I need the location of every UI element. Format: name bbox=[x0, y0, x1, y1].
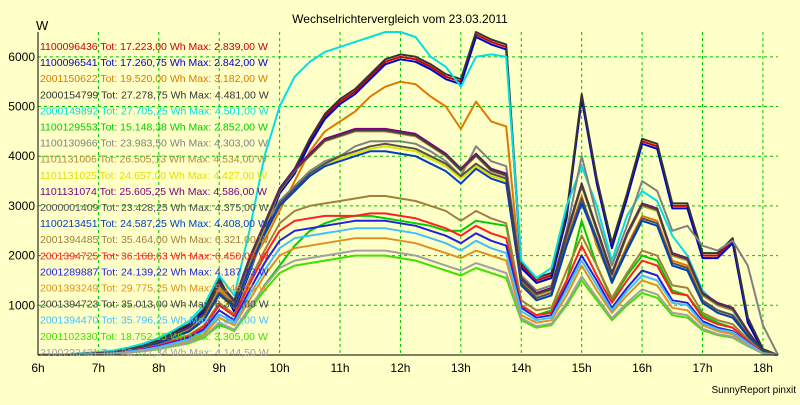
legend-entry: 1101131074 Tot: 25.605,25 Wh Max: 4.586,… bbox=[40, 186, 267, 198]
legend-entry: 2001289887 Tot: 24.139,22 Wh Max: 4.187,… bbox=[40, 266, 269, 278]
x-tick-label: 6h bbox=[31, 361, 44, 375]
y-tick-label: 4000 bbox=[8, 149, 35, 163]
legend-entry: 2001102330 Tot: 18.752,25 Wh Max: 3.305,… bbox=[40, 331, 268, 343]
series-line bbox=[37, 129, 779, 356]
x-tick-label: 7h bbox=[92, 361, 105, 375]
series-line bbox=[37, 31, 779, 356]
x-tick-label: 15h bbox=[572, 361, 592, 375]
x-tick-label: 8h bbox=[152, 361, 165, 375]
axes: 6h 7h 8h 9h 10h 11h 12h 13h 14h 15h 16h 17h 18h 1000 2… bbox=[8, 32, 778, 375]
legend-entry: 2000154799 Tot: 27.278,75 Wh Max: 4.481,… bbox=[40, 89, 269, 101]
legend-entry: 1101131006 Tot: 26.505,13 Wh Max: 4.534,… bbox=[40, 154, 267, 166]
series-line bbox=[37, 237, 779, 356]
legend-entry: 2001150622 Tot: 19.520,00 Wh Max: 3.182,… bbox=[40, 73, 268, 85]
series-line bbox=[37, 219, 779, 356]
y-tick-label: 1000 bbox=[8, 298, 35, 312]
legend-entry: 2000149892 Tot: 27.705,25 Wh Max: 4.501,… bbox=[40, 105, 269, 117]
legend-entry: 1100096436 Tot: 17.223,00 Wh Max: 2.839,… bbox=[40, 41, 268, 53]
series-line bbox=[37, 150, 779, 356]
chart-title: Wechselrichtervergleich vom 23.03.2011 bbox=[292, 12, 508, 26]
legend-entry: 2001394485 Tot: 35.464,00 Wh Max: 6.321,… bbox=[40, 234, 269, 246]
y-tick-label: 3000 bbox=[8, 199, 35, 213]
x-tick-label: 10h bbox=[270, 361, 290, 375]
x-tick-label: 14h bbox=[511, 361, 531, 375]
legend-entry: 2001394470 Tot: 35.796,25 Wh Max: 6.370,… bbox=[40, 315, 269, 327]
y-axis-label: W bbox=[36, 18, 49, 33]
legend: 1100096436 Tot: 17.223,00 Wh Max: 2.839,… bbox=[40, 41, 269, 359]
footer-credit: SunnyReport pinxit bbox=[712, 385, 797, 396]
series-line bbox=[37, 212, 779, 356]
x-tick-label: 11h bbox=[330, 361, 349, 375]
series-layer bbox=[37, 31, 779, 356]
legend-entry: 2001393249 Tot: 29.775,25 Wh Max: 5.146,… bbox=[40, 283, 269, 295]
series-line bbox=[37, 249, 779, 356]
x-tick-label: 12h bbox=[390, 361, 410, 375]
legend-entry: 2000001409 Tot: 23.428,25 Wh Max: 4.375,… bbox=[40, 202, 269, 214]
series-line bbox=[37, 227, 779, 356]
x-tick-label: 16h bbox=[632, 361, 652, 375]
legend-entry: 2001394725 Tot: 36.168,63 Wh Max: 6.450,… bbox=[40, 250, 269, 262]
legend-entry: 2001394723 Tot: 35.013,00 Wh Max: 6.387,… bbox=[40, 299, 269, 311]
y-tick-label: 2000 bbox=[8, 249, 35, 263]
x-tick-label: 13h bbox=[451, 361, 471, 375]
y-tick-label: 6000 bbox=[8, 50, 35, 64]
legend-entry: 1100096541 Tot: 17.260,75 Wh Max: 2.842,… bbox=[40, 57, 268, 69]
legend-entry: 1101131025 Tot: 24.657,00 Wh Max: 4.427,… bbox=[40, 170, 267, 182]
x-tick-label: 9h bbox=[213, 361, 226, 375]
legend-entry: 2100233431 Tot: 23.427,34 Wh Max: 4.144,… bbox=[40, 347, 269, 359]
x-tick-label: 18h bbox=[753, 361, 773, 375]
legend-entry: 1100129553 Tot: 15.148,38 Wh Max: 2.852,… bbox=[40, 122, 268, 134]
legend-entry: 1100130966 Tot: 23.983,50 Wh Max: 4.303,… bbox=[40, 138, 268, 150]
x-tick-label: 17h bbox=[692, 361, 712, 375]
legend-entry: 1100213451 Tot: 24.587,25 Wh Max: 4.408,… bbox=[40, 218, 268, 230]
y-tick-label: 5000 bbox=[8, 100, 35, 114]
series-line bbox=[37, 31, 779, 356]
